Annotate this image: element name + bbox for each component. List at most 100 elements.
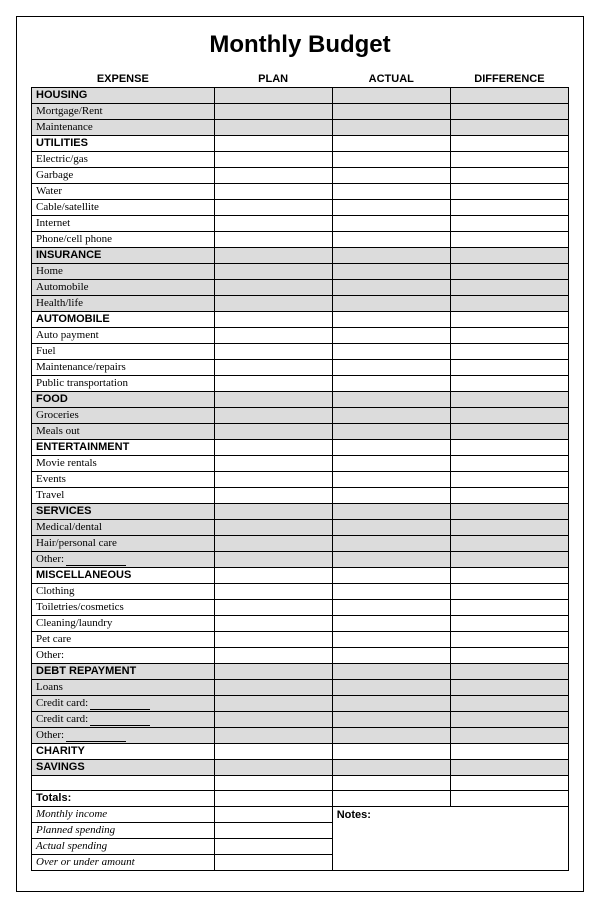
value-cell[interactable] (214, 680, 332, 696)
value-cell[interactable] (214, 520, 332, 536)
value-cell[interactable] (450, 600, 568, 616)
value-cell[interactable] (450, 472, 568, 488)
value-cell[interactable] (214, 568, 332, 584)
value-cell[interactable] (450, 264, 568, 280)
value-cell[interactable] (332, 328, 450, 344)
value-cell[interactable] (332, 472, 450, 488)
value-cell[interactable] (332, 456, 450, 472)
value-cell[interactable] (214, 248, 332, 264)
value-cell[interactable] (332, 392, 450, 408)
value-cell[interactable] (214, 408, 332, 424)
value-cell[interactable] (332, 552, 450, 568)
value-cell[interactable] (214, 328, 332, 344)
value-cell[interactable] (214, 296, 332, 312)
value-cell[interactable] (214, 104, 332, 120)
value-cell[interactable] (332, 680, 450, 696)
value-cell[interactable] (332, 632, 450, 648)
value-cell[interactable] (332, 648, 450, 664)
value-cell[interactable] (214, 152, 332, 168)
value-cell[interactable] (450, 248, 568, 264)
value-cell[interactable] (214, 552, 332, 568)
value-cell[interactable] (450, 712, 568, 728)
value-cell[interactable] (332, 424, 450, 440)
summary-value[interactable] (214, 855, 332, 871)
value-cell[interactable] (332, 488, 450, 504)
value-cell[interactable] (332, 136, 450, 152)
value-cell[interactable] (214, 488, 332, 504)
value-cell[interactable] (214, 760, 332, 776)
value-cell[interactable] (214, 280, 332, 296)
value-cell[interactable] (332, 88, 450, 104)
value-cell[interactable] (450, 136, 568, 152)
fill-in-blank[interactable] (90, 715, 150, 726)
value-cell[interactable] (332, 600, 450, 616)
value-cell[interactable] (214, 504, 332, 520)
value-cell[interactable] (332, 344, 450, 360)
value-cell[interactable] (214, 616, 332, 632)
value-cell[interactable] (214, 360, 332, 376)
value-cell[interactable] (214, 632, 332, 648)
value-cell[interactable] (214, 664, 332, 680)
value-cell[interactable] (332, 376, 450, 392)
value-cell[interactable] (214, 200, 332, 216)
value-cell[interactable] (332, 728, 450, 744)
value-cell[interactable] (332, 664, 450, 680)
value-cell[interactable] (214, 728, 332, 744)
value-cell[interactable] (332, 520, 450, 536)
value-cell[interactable] (332, 760, 450, 776)
value-cell[interactable] (214, 712, 332, 728)
value-cell[interactable] (214, 184, 332, 200)
value-cell[interactable] (332, 504, 450, 520)
value-cell[interactable] (214, 344, 332, 360)
value-cell[interactable] (332, 616, 450, 632)
value-cell[interactable] (332, 296, 450, 312)
value-cell[interactable] (214, 584, 332, 600)
value-cell[interactable] (450, 376, 568, 392)
summary-value[interactable] (214, 839, 332, 855)
value-cell[interactable] (450, 184, 568, 200)
value-cell[interactable] (450, 232, 568, 248)
value-cell[interactable] (214, 88, 332, 104)
value-cell[interactable] (450, 488, 568, 504)
fill-in-blank[interactable] (90, 699, 150, 710)
value-cell[interactable] (332, 152, 450, 168)
value-cell[interactable] (214, 648, 332, 664)
value-cell[interactable] (450, 312, 568, 328)
value-cell[interactable] (332, 712, 450, 728)
value-cell[interactable] (450, 392, 568, 408)
value-cell[interactable] (450, 168, 568, 184)
summary-value[interactable] (214, 823, 332, 839)
value-cell[interactable] (332, 536, 450, 552)
value-cell[interactable] (214, 440, 332, 456)
value-cell[interactable] (214, 216, 332, 232)
value-cell[interactable] (332, 440, 450, 456)
value-cell[interactable] (450, 200, 568, 216)
value-cell[interactable] (450, 152, 568, 168)
totals-value[interactable] (450, 791, 568, 807)
value-cell[interactable] (450, 504, 568, 520)
value-cell[interactable] (332, 584, 450, 600)
value-cell[interactable] (332, 232, 450, 248)
value-cell[interactable] (332, 360, 450, 376)
value-cell[interactable] (332, 120, 450, 136)
totals-value[interactable] (214, 791, 332, 807)
value-cell[interactable] (214, 424, 332, 440)
value-cell[interactable] (332, 408, 450, 424)
value-cell[interactable] (450, 280, 568, 296)
value-cell[interactable] (450, 760, 568, 776)
value-cell[interactable] (450, 344, 568, 360)
value-cell[interactable] (450, 744, 568, 760)
value-cell[interactable] (450, 408, 568, 424)
value-cell[interactable] (214, 600, 332, 616)
summary-value[interactable] (214, 807, 332, 823)
value-cell[interactable] (450, 568, 568, 584)
totals-value[interactable] (332, 791, 450, 807)
value-cell[interactable] (214, 392, 332, 408)
value-cell[interactable] (450, 440, 568, 456)
fill-in-blank[interactable] (66, 555, 126, 566)
value-cell[interactable] (450, 360, 568, 376)
value-cell[interactable] (450, 584, 568, 600)
value-cell[interactable] (450, 728, 568, 744)
value-cell[interactable] (214, 232, 332, 248)
value-cell[interactable] (332, 280, 450, 296)
